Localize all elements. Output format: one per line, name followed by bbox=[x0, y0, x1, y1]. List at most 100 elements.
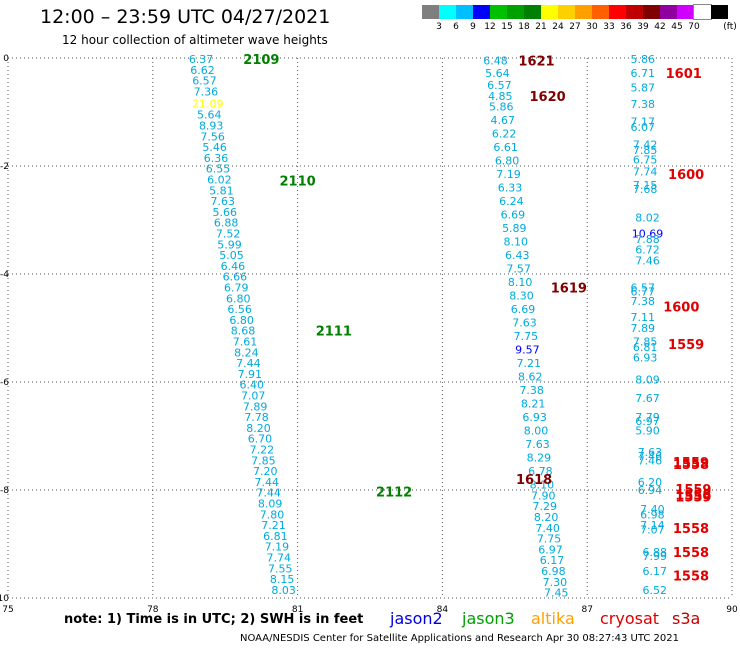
wave-height-point: 6.66 bbox=[223, 271, 248, 284]
color-scale-cell bbox=[643, 5, 660, 19]
x-tick-label: 78 bbox=[147, 605, 159, 615]
color-scale-label: 9 bbox=[470, 22, 476, 32]
wave-height-point: 6.36 bbox=[204, 152, 229, 165]
wave-height-point: 8.30 bbox=[509, 290, 534, 303]
color-scale-cell bbox=[507, 5, 524, 19]
wave-height-point: 7.44 bbox=[256, 487, 281, 500]
color-scale-cell bbox=[558, 5, 575, 19]
wave-height-point: 6.07 bbox=[630, 121, 655, 134]
wave-height-point: 8.20 bbox=[534, 511, 559, 524]
wave-height-point: 7.19 bbox=[496, 168, 521, 181]
wave-height-point: 5.86 bbox=[489, 101, 514, 114]
wave-height-point: 5.87 bbox=[630, 82, 655, 95]
wave-height-point: 6.81 bbox=[263, 530, 288, 543]
wave-height-point: 7.14 bbox=[640, 519, 665, 532]
wave-height-point: 6.98 bbox=[541, 565, 566, 578]
wave-height-point: 8.10 bbox=[504, 236, 529, 249]
wave-height-point: 7.11 bbox=[630, 311, 655, 324]
wave-height-point: 7.40 bbox=[535, 522, 560, 535]
pass-label: 1558 bbox=[673, 569, 709, 584]
pass-label: 1559 bbox=[675, 483, 711, 498]
pass-label: 2111 bbox=[316, 325, 352, 340]
wave-height-point: 6.79 bbox=[224, 282, 249, 295]
wave-height-point: 7.22 bbox=[250, 444, 275, 457]
wave-height-point: 6.93 bbox=[522, 411, 547, 424]
wave-height-point: 7.52 bbox=[216, 228, 241, 241]
wave-height-point: 7.75 bbox=[537, 533, 562, 546]
color-scale-cell bbox=[592, 5, 609, 19]
wave-height-point: 7.30 bbox=[543, 576, 568, 589]
pass-label: 1621 bbox=[518, 55, 554, 70]
wave-height-point: 7.46 bbox=[635, 255, 660, 268]
wave-height-point: 7.57 bbox=[506, 263, 531, 276]
wave-height-point: 6.69 bbox=[501, 209, 526, 222]
wave-height-point: 6.80 bbox=[229, 314, 254, 327]
wave-height-point: 6.97 bbox=[635, 415, 660, 428]
wave-height-point: 7.99 bbox=[643, 550, 668, 563]
color-scale-label: 18 bbox=[518, 22, 530, 32]
wave-height-point: 6.57 bbox=[487, 79, 512, 92]
wave-height-point: 5.66 bbox=[212, 206, 237, 219]
footer-credit: NOAA/NESDIS Center for Satellite Applica… bbox=[240, 633, 679, 644]
wave-height-point: 7.21 bbox=[261, 519, 286, 532]
color-scale-cell bbox=[660, 5, 677, 19]
wave-height-point: 7.55 bbox=[268, 562, 293, 575]
wave-height-point: 4.85 bbox=[488, 90, 513, 103]
wave-height-point: 7.85 bbox=[633, 336, 658, 349]
wave-height-point: 7.40 bbox=[640, 503, 665, 516]
wave-height-point: 6.22 bbox=[492, 128, 517, 141]
wave-height-point: 7.89 bbox=[630, 322, 655, 335]
wave-height-point: 6.88 bbox=[643, 546, 668, 559]
color-scale-label: 15 bbox=[501, 22, 513, 32]
wave-height-point: 7.20 bbox=[253, 465, 278, 478]
color-scale-cell bbox=[439, 5, 456, 19]
wave-height-point: 6.37 bbox=[189, 53, 214, 66]
wave-height-point: 5.05 bbox=[219, 249, 244, 262]
wave-height-point: 6.52 bbox=[643, 584, 668, 597]
pass-label: 1558 bbox=[675, 488, 711, 503]
color-scale-label: 12 bbox=[484, 22, 496, 32]
wave-height-point: 8.62 bbox=[518, 371, 543, 384]
color-scale-label: 42 bbox=[654, 22, 666, 32]
wave-height-point: 7.74 bbox=[633, 165, 658, 178]
wave-height-point: 6.48 bbox=[483, 55, 508, 68]
color-scale-label: 3 bbox=[436, 22, 442, 32]
legend-cryosat: cryosat bbox=[600, 609, 660, 628]
pass-label: 1559 bbox=[675, 490, 711, 505]
wave-height-point: 7.38 bbox=[519, 384, 544, 397]
wave-height-point: 6.93 bbox=[633, 352, 658, 365]
pass-label: 1619 bbox=[551, 282, 587, 297]
color-scale-cell bbox=[677, 5, 694, 19]
wave-height-point: 6.56 bbox=[227, 303, 252, 316]
wave-height-point: 6.57 bbox=[192, 75, 217, 88]
wave-height-point: 6.20 bbox=[638, 476, 663, 489]
color-scale-cell bbox=[575, 5, 592, 19]
wave-height-point: 8.29 bbox=[527, 452, 552, 465]
y-tick-label: -4 bbox=[0, 270, 9, 280]
y-tick-label: -10 bbox=[0, 594, 9, 604]
color-scale-label: 21 bbox=[535, 22, 547, 32]
wave-height-point: 6.70 bbox=[248, 433, 273, 446]
wave-height-point: 7.44 bbox=[254, 476, 279, 489]
wave-height-point: 5.90 bbox=[635, 425, 660, 438]
wave-height-point: 6.40 bbox=[239, 379, 264, 392]
wave-height-point: 8.93 bbox=[199, 120, 224, 133]
wave-height-point: 6.24 bbox=[499, 195, 524, 208]
wave-height-point: 6.98 bbox=[640, 508, 665, 521]
wave-height-point: 7.36 bbox=[194, 85, 219, 98]
wave-height-point: 10.69 bbox=[632, 228, 664, 241]
y-tick-label: -8 bbox=[0, 486, 9, 496]
color-scale-label: 70 bbox=[688, 22, 700, 32]
wave-height-point: 8.09 bbox=[258, 498, 283, 511]
wave-height-point: 7.61 bbox=[233, 336, 258, 349]
wave-height-point: 7.85 bbox=[633, 144, 658, 157]
pass-label: 1600 bbox=[663, 300, 699, 315]
legend-jason3: jason3 bbox=[462, 609, 515, 628]
pass-label: 1558 bbox=[673, 522, 709, 537]
color-scale-cell bbox=[711, 5, 728, 19]
legend-s3a: s3a bbox=[672, 609, 701, 628]
pass-label: 1559 bbox=[673, 456, 709, 471]
pass-label: 2110 bbox=[280, 175, 316, 190]
color-scale-cell bbox=[609, 5, 626, 19]
wave-height-point: 7.63 bbox=[525, 438, 550, 451]
